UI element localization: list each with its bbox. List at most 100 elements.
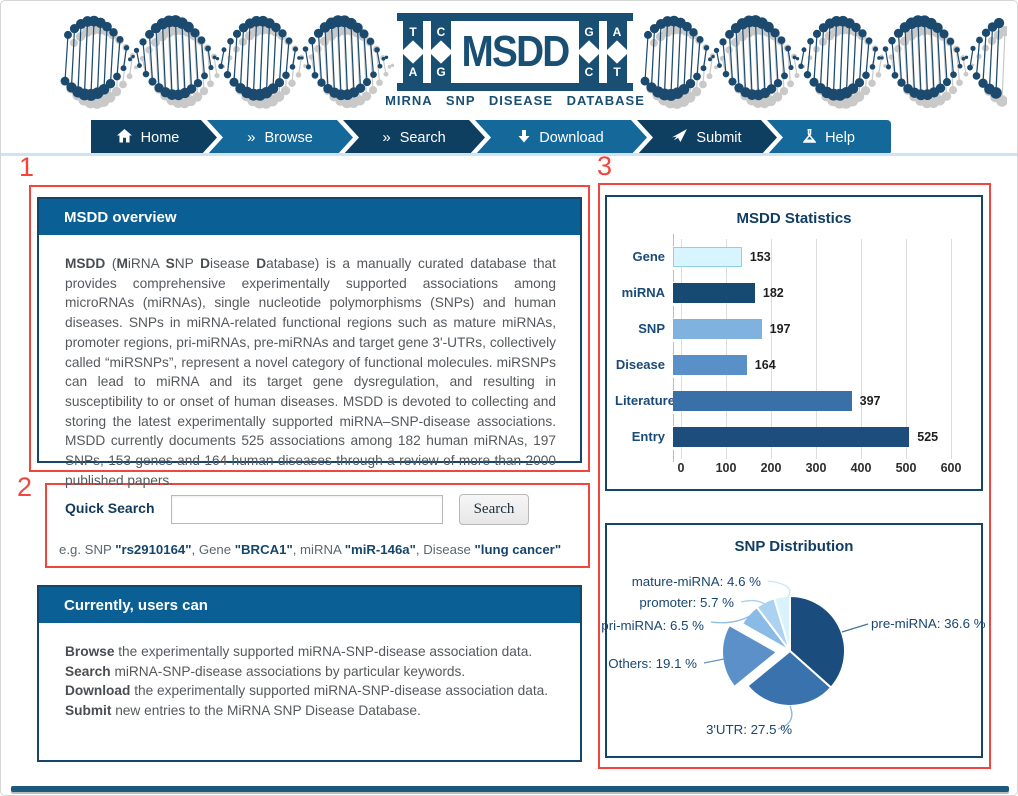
footer-bar: [11, 786, 1009, 792]
quick-search-label: Quick Search: [65, 500, 155, 516]
quick-search-example: e.g. SNP "rs2910164", Gene "BRCA1", miRN…: [59, 542, 562, 557]
bar-entry: [673, 427, 910, 447]
bar-disease: [673, 355, 747, 375]
nav-item-browse[interactable]: » Browse: [207, 120, 353, 155]
overview-text: MSDD (MiRNA SNP Disease Database) is a m…: [65, 256, 556, 488]
annotation-digit-1: 1: [19, 152, 35, 182]
users-can-panel-title: Currently, users can: [39, 587, 580, 623]
annotation-box-2: [45, 483, 590, 568]
dna-helix-right-image: [640, 15, 1007, 109]
pie-label: mature-miRNA: 4.6 %: [631, 574, 761, 589]
pie-leader-line: [767, 580, 791, 600]
logo-ribbon-letter: C: [579, 54, 599, 84]
nav-item-submit[interactable]: Submit: [637, 120, 777, 155]
x-axis-tick-label: 400: [850, 461, 872, 475]
dna-helix-left-image: [60, 15, 395, 109]
quick-search-button[interactable]: Search: [459, 494, 529, 525]
axis-tick: [673, 414, 674, 426]
bar-row: miRNA 182: [607, 275, 981, 311]
logo-ribbon-letter: G: [579, 20, 599, 50]
logo-ribbon-letter: T: [403, 20, 423, 50]
flask-icon: [802, 128, 817, 146]
bar-row: Entry 525: [607, 419, 981, 455]
pie-label: 3'UTR: 27.5 %: [706, 722, 793, 737]
bar-row: Gene 153: [607, 239, 981, 275]
bar-value-label: 153: [749, 250, 771, 264]
pie-label: Others: 19.1 %: [608, 656, 697, 671]
bar-row: Disease 164: [607, 347, 981, 383]
snp-distribution-panel: SNP Distribution pre-miRNA: 36.6 % 3'UTR:…: [601, 523, 986, 758]
logo-ribbon-letter: G: [431, 54, 451, 84]
nav-item-download[interactable]: Download: [475, 120, 647, 155]
download-arrow-icon: [518, 130, 530, 146]
logo-ribbon-letter: T: [607, 54, 627, 84]
bar-category-label: miRNA: [621, 285, 665, 300]
x-axis-tick-label: 100: [715, 461, 737, 475]
pie-chart-title: SNP Distribution: [734, 538, 854, 555]
nav-item-label: Browse: [264, 129, 313, 146]
overview-panel-title: MSDD overview: [39, 199, 580, 235]
bar-chart-title: MSDD Statistics: [736, 210, 852, 227]
logo-bottom-bar: [397, 83, 633, 91]
logo-ribbon-letter: A: [607, 20, 627, 50]
bar-category-label: Entry: [631, 429, 665, 444]
bar-value-label: 525: [917, 430, 939, 444]
bar-value-label: 164: [754, 358, 776, 372]
logo-ribbon-letter: C: [431, 20, 451, 50]
x-axis-tick-label: 0: [677, 461, 685, 475]
bar-row: Literature 397: [607, 383, 981, 419]
pie-slice-3'utr: [746, 650, 833, 707]
overview-panel: MSDD overview MSDD (MiRNA SNP Disease Da…: [37, 197, 582, 488]
pie-chart-labels: pre-miRNA: 36.6 % 3'UTR: 27.5 % Others: 19…: [601, 525, 985, 756]
nav-item-label: Submit: [696, 129, 742, 146]
axis-tick: [673, 234, 674, 246]
nav-item-help[interactable]: Help: [767, 120, 891, 155]
logo-ribbon-letter: A: [403, 54, 423, 84]
users-can-panel: Currently, users can Browse the experime…: [37, 585, 582, 762]
axis-tick: [673, 342, 674, 354]
bar-value-label: 397: [859, 394, 881, 408]
bar-literature: [673, 391, 852, 411]
bar-gene: [673, 247, 742, 267]
bar-mirna: [673, 283, 755, 303]
grid-line: [816, 239, 817, 459]
bar-snp: [673, 319, 762, 339]
annotation-digit-2: 2: [17, 472, 33, 502]
pie-label: pri-miRNA: 6.5 %: [601, 618, 704, 633]
nav-item-search[interactable]: » Search: [343, 120, 485, 155]
axis-tick: [673, 270, 674, 282]
nav-underline: [1, 153, 1017, 156]
annotation-digit-3: 3: [597, 151, 613, 181]
nav-item-label: Download: [539, 129, 604, 146]
statistics-panel: MSDD Statistics Gene 153 miRNA 182 SNP 197 Dis…: [605, 195, 983, 491]
bar-chart: Gene 153 miRNA 182 SNP 197 Disease 164 Literatur…: [607, 234, 981, 485]
quick-search-input[interactable]: [171, 495, 443, 524]
nav-item-home[interactable]: Home: [91, 120, 217, 155]
bar-value-label: 197: [769, 322, 791, 336]
home-icon: [117, 129, 132, 146]
grid-line: [681, 239, 682, 459]
pie-label: pre-miRNA: 36.6 %: [871, 616, 986, 631]
bar-category-label: Disease: [615, 357, 665, 372]
pie-chart: [703, 580, 869, 730]
nav-item-label: Search: [399, 129, 446, 146]
logo-top-bar: [397, 13, 633, 21]
annotation-box-3: [598, 183, 991, 769]
grid-line: [726, 239, 727, 459]
grid-line: [771, 239, 772, 459]
chevrons-icon: »: [247, 129, 256, 146]
nav-item-label: Home: [140, 129, 180, 146]
bar-value-label: 182: [762, 286, 784, 300]
pie-slice-mature-mirna: [773, 595, 791, 652]
pie-leader-line: [740, 599, 767, 606]
users-can-line: Submit new entries to the MiRNA SNP Dise…: [65, 703, 421, 719]
pie-label: promoter: 5.7 %: [639, 595, 734, 610]
logo-subtitle: MIRNA SNP DISEASE DATABASE: [385, 93, 645, 108]
logo-wordmark: MSDD: [461, 27, 571, 76]
axis-tick: [673, 450, 674, 462]
x-axis-tick-label: 500: [895, 461, 917, 475]
x-axis-tick-label: 300: [805, 461, 827, 475]
main-nav: Home » Browse » Search Download Submit: [91, 120, 891, 155]
send-icon: [672, 129, 687, 146]
grid-line: [951, 239, 952, 459]
